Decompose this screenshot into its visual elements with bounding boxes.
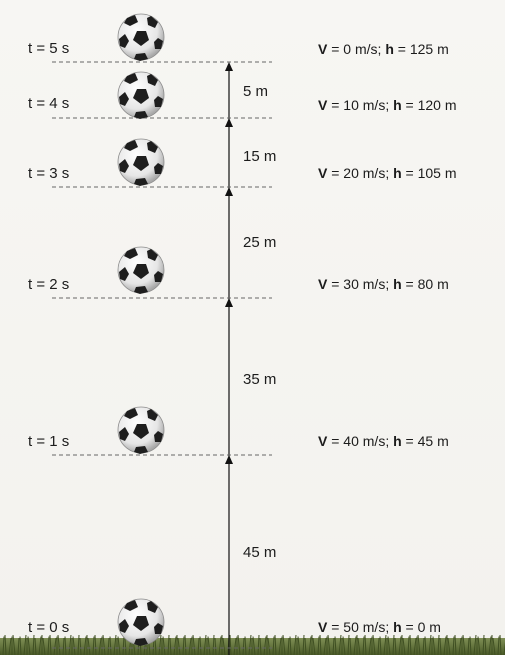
- state-label: V = 40 m/s; h = 45 m: [318, 433, 449, 449]
- time-label: t = 5 s: [28, 40, 69, 57]
- time-label: t = 4 s: [28, 95, 69, 112]
- soccer-ball-icon: [117, 598, 165, 646]
- distance-label: 35 m: [243, 371, 276, 388]
- time-label: t = 3 s: [28, 165, 69, 182]
- state-label: V = 0 m/s; h = 125 m: [318, 41, 449, 57]
- soccer-ball-icon: [117, 406, 165, 454]
- soccer-ball-icon: [117, 71, 165, 119]
- arrowhead-icon: [225, 298, 233, 307]
- ground-grass: [0, 634, 505, 655]
- time-label: t = 1 s: [28, 433, 69, 450]
- state-label: V = 10 m/s; h = 120 m: [318, 97, 457, 113]
- soccer-ball-icon: [117, 13, 165, 61]
- arrowhead-icon: [225, 118, 233, 127]
- level-t1: t = 1 s 35 m V = 40 m/s; h = 45 m: [28, 298, 449, 456]
- soccer-ball-icon: [117, 246, 165, 294]
- time-label: t = 2 s: [28, 276, 69, 293]
- distance-label: 45 m: [243, 544, 276, 561]
- state-label: V = 50 m/s; h = 0 m: [318, 619, 441, 635]
- distance-label: 15 m: [243, 148, 276, 165]
- arrowhead-icon: [225, 62, 233, 71]
- soccer-ball-icon: [117, 138, 165, 186]
- distance-label: 25 m: [243, 234, 276, 251]
- state-label: V = 30 m/s; h = 80 m: [318, 276, 449, 292]
- level-t5: t = 5 s V = 0 m/s; h = 125 m: [28, 13, 449, 63]
- arrowhead-icon: [225, 187, 233, 196]
- level-t2: t = 2 s 25 m V = 30 m/s; h = 80 m: [28, 187, 449, 299]
- level-t3: t = 3 s 15 m V = 20 m/s; h = 105 m: [28, 118, 457, 188]
- distance-label: 5 m: [243, 83, 268, 100]
- level-t0: t = 0 s 45 m V = 50 m/s; h = 0 m: [28, 455, 441, 649]
- state-label: V = 20 m/s; h = 105 m: [318, 165, 457, 181]
- arrowhead-icon: [225, 455, 233, 464]
- level-t4: t = 4 s 5 m V = 10 m/s; h = 120 m: [28, 62, 457, 119]
- time-label: t = 0 s: [28, 619, 69, 636]
